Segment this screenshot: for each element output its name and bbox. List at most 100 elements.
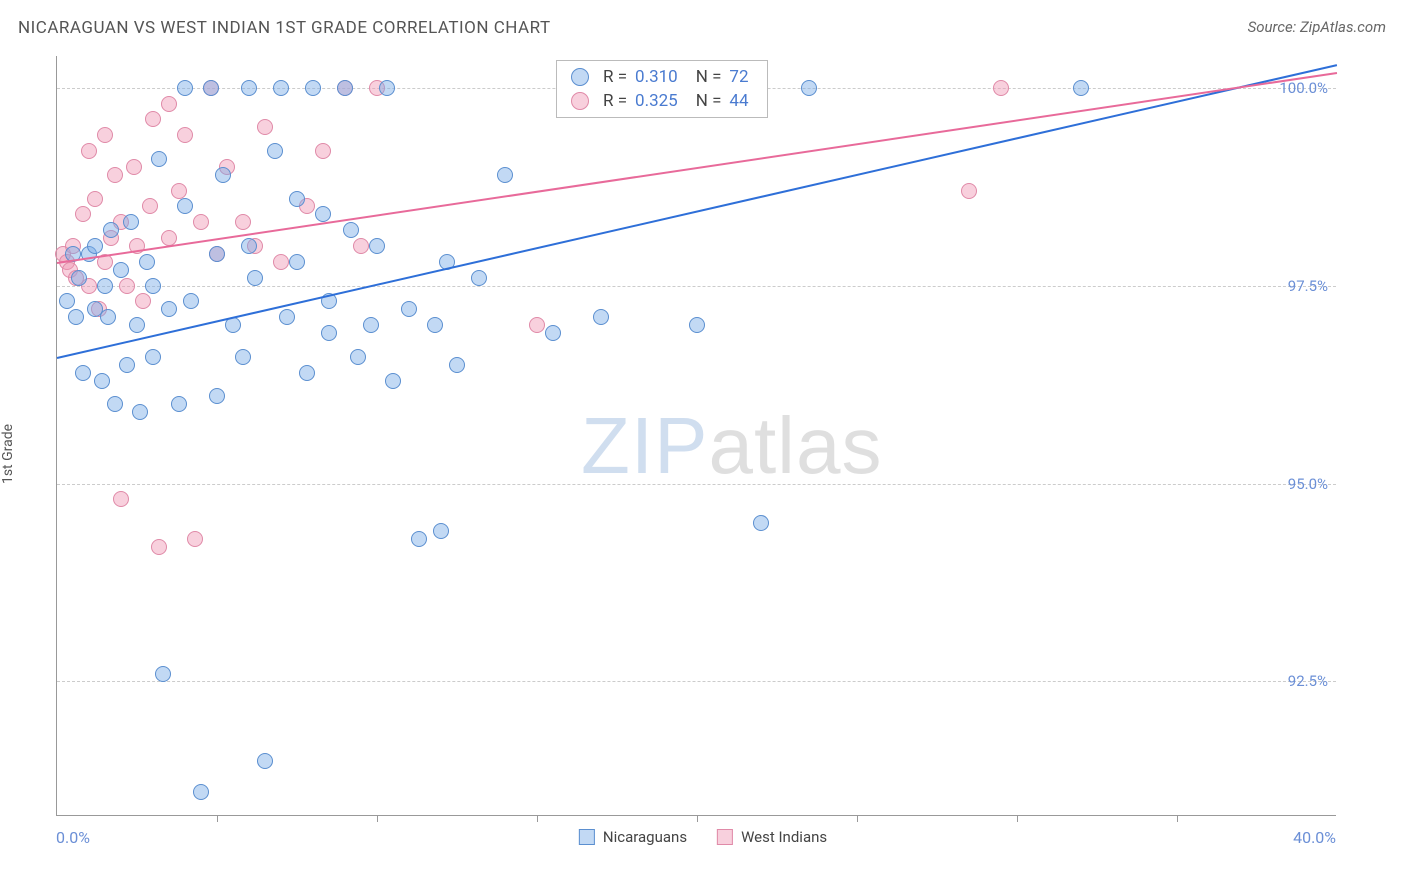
data-point [267,143,283,159]
data-point [385,373,401,389]
data-point [81,143,97,159]
gridline [57,681,1336,682]
data-point [961,183,977,199]
data-point [257,753,273,769]
data-point [161,96,177,112]
data-point [113,491,129,507]
data-point [337,80,353,96]
data-point [151,151,167,167]
data-point [59,293,75,309]
data-point [203,80,219,96]
west-indians-square-icon [717,829,733,845]
gridline [57,484,1336,485]
data-point [183,293,199,309]
data-point [151,539,167,555]
west-indians-swatch-icon [571,92,589,110]
data-point [177,127,193,143]
data-point [449,357,465,373]
data-point [1073,80,1089,96]
data-point [132,404,148,420]
data-point [145,111,161,127]
legend-stats-row: R =0.310N =72 [557,65,767,89]
data-point [107,396,123,412]
legend-bottom: Nicaraguans West Indians [579,828,827,846]
data-point [235,214,251,230]
data-point [139,254,155,270]
legend-item-label: West Indians [741,828,827,846]
data-point [103,222,119,238]
data-point [379,80,395,96]
data-point [497,167,513,183]
gridline [57,286,1336,287]
data-point [193,214,209,230]
data-point [545,325,561,341]
data-point [289,254,305,270]
data-point [155,666,171,682]
data-point [801,80,817,96]
legend-stats-box: R =0.310N =72R =0.325N =44 [556,60,768,118]
nicaraguans-swatch-icon [571,68,589,86]
data-point [753,515,769,531]
data-point [433,523,449,539]
data-point [161,301,177,317]
watermark-zip: ZIP [581,401,708,490]
x-axis-max-label: 40.0% [1293,828,1336,847]
data-point [209,246,225,262]
data-point [177,80,193,96]
data-point [289,191,305,207]
data-point [401,301,417,317]
data-point [119,278,135,294]
data-point [87,191,103,207]
data-point [126,159,142,175]
data-point [279,309,295,325]
data-point [273,254,289,270]
data-point [171,396,187,412]
data-point [177,198,193,214]
data-point [215,167,231,183]
data-point [75,206,91,222]
data-point [129,317,145,333]
data-point [993,80,1009,96]
data-point [107,167,123,183]
data-point [350,349,366,365]
data-point [145,278,161,294]
x-axis-min-label: 0.0% [56,828,90,847]
x-tick [377,815,378,822]
data-point [171,183,187,199]
x-tick [1017,815,1018,822]
data-point [135,293,151,309]
x-tick [857,815,858,822]
data-point [113,262,129,278]
chart-source: Source: ZipAtlas.com [1248,18,1386,36]
data-point [273,80,289,96]
y-tick-label: 95.0% [1288,475,1328,493]
data-point [71,270,87,286]
data-point [343,222,359,238]
y-axis-label: 1st Grade [0,424,16,484]
data-point [87,238,103,254]
data-point [593,309,609,325]
watermark-atlas: atlas [708,401,882,490]
data-point [529,317,545,333]
data-point [235,349,251,365]
data-point [411,531,427,547]
data-point [209,388,225,404]
data-point [193,784,209,800]
data-point [75,365,91,381]
data-point [247,270,263,286]
x-tick [1177,815,1178,822]
data-point [187,531,203,547]
x-tick [537,815,538,822]
data-point [315,206,331,222]
data-point [123,214,139,230]
legend-item: Nicaraguans [579,828,687,846]
data-point [100,309,116,325]
data-point [321,325,337,341]
legend-item: West Indians [717,828,827,846]
chart-container: { "title": "NICARAGUAN VS WEST INDIAN 1S… [0,0,1406,892]
data-point [94,373,110,389]
data-point [241,238,257,254]
data-point [142,198,158,214]
plot-area: ZIPatlas 92.5%95.0%97.5%100.0% [56,56,1336,816]
data-point [97,278,113,294]
